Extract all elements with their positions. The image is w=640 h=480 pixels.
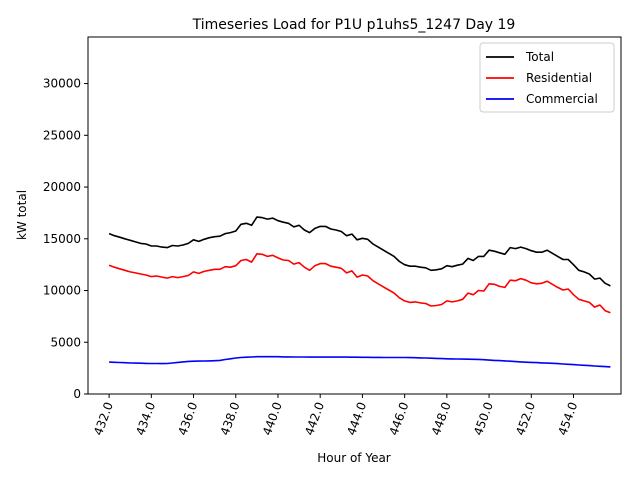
y-tick-label: 0 [73,387,81,401]
legend-label-commercial: Commercial [526,92,598,106]
y-tick-label: 15000 [43,232,81,246]
legend-box [479,42,615,113]
series-line-commercial [109,355,611,368]
legend-label-residential: Residential [526,71,592,85]
series-line-total [108,216,611,287]
legend: Total Residential Commercial [479,42,615,113]
y-axis: 0 5000 10000 15000 20000 25000 30000 [43,77,88,401]
chart-title: Timeseries Load for P1U p1uhs5_1247 Day … [192,17,516,33]
legend-label-total: Total [525,50,554,64]
y-axis-label: kW total [15,190,29,240]
plot-frame [87,36,622,395]
series-layer [108,216,611,368]
y-tick-label: 30000 [43,77,81,91]
y-tick-label: 25000 [43,128,81,142]
y-tick-label: 20000 [43,180,81,194]
y-tick-label: 10000 [43,284,81,298]
x-axis-label: Hour of Year [317,451,391,465]
y-tick-label: 5000 [50,335,81,349]
series-line-residential [108,253,611,314]
